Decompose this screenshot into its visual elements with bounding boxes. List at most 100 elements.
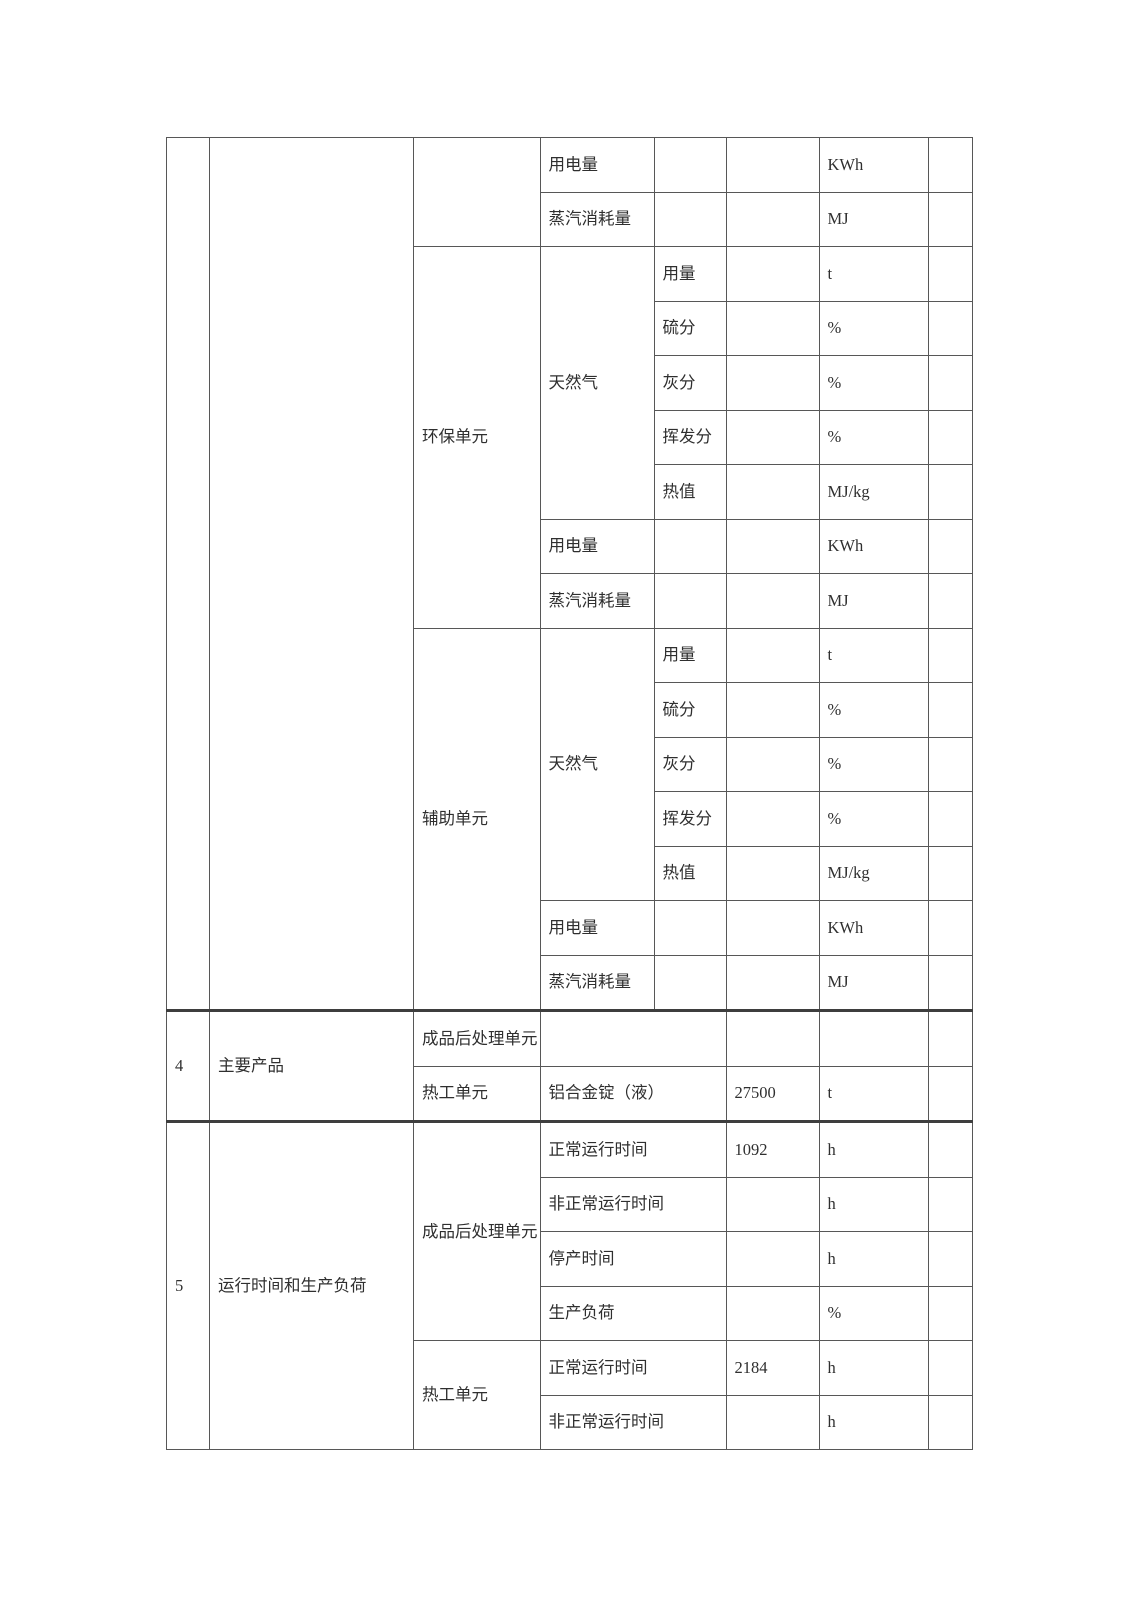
unit-cell [818,1009,929,1067]
remark-cell [927,627,973,683]
remark-cell [927,791,973,847]
table-row: 停产时间 h [167,1231,973,1287]
item-label: 蒸汽消耗量 [539,573,655,629]
unit-cell: MJ/kg [818,464,929,520]
serial-cell-carryover [166,137,210,1011]
remark-cell [927,137,973,193]
table-row: 辅助单元 天然气 用量 t [167,627,973,1011]
attr-cell [653,191,727,247]
unit-cell: t [818,246,929,302]
remark-cell [927,1065,973,1122]
value-cell [725,1394,820,1450]
remark-cell [927,1394,973,1450]
item-label: 用电量 [539,137,655,193]
value-cell [725,1176,820,1232]
value-cell: 1092 [725,1120,820,1178]
remark-cell [927,682,973,738]
value-cell [725,791,820,847]
serial-cell-4: 4 [166,1009,210,1122]
category-cell-carryover [209,137,414,1011]
category-cell-5: 运行时间和生产负荷 [209,1120,414,1450]
table-row: 5 运行时间和生产负荷 成品后处理单元 正常运行时间 1092 h [166,1120,973,1450]
remark-cell [927,1285,973,1341]
table-row: 用电量 KWh [167,900,973,956]
attr-cell [653,900,727,956]
unit-name-cell-aux: 辅助单元 [413,627,541,1011]
table-row: 4 主要产品 成品后处理单元 [166,1009,973,1122]
item-label: 用电量 [539,518,655,574]
production-data-table: 用电量 KWh 蒸汽消耗量 MJ 环保单元 天然气 用量 t [166,137,973,1450]
remark-cell [927,900,973,956]
value-cell [725,900,820,956]
attr-label: 热值 [653,464,727,520]
unit-cell: MJ/kg [818,845,929,901]
item-label: 蒸汽消耗量 [539,191,655,247]
value-cell [725,464,820,520]
unit-cell: KWh [818,900,929,956]
unit-cell: MJ [818,954,929,1011]
attr-label: 硫分 [653,300,727,356]
value-cell [725,627,820,683]
attr-cell [653,137,727,193]
value-cell [725,409,820,465]
attr-label: 生产负荷 [539,1285,727,1341]
unit-cell: t [818,627,929,683]
attr-label: 非正常运行时间 [539,1394,727,1450]
table-row: 挥发分 % [167,409,973,465]
remark-cell [927,409,973,465]
table-row: 蒸汽消耗量 MJ [167,954,973,1011]
value-cell [725,191,820,247]
attr-label: 挥发分 [653,409,727,465]
attr-label: 用量 [653,246,727,302]
unit-cell: % [818,736,929,792]
unit-cell: t [818,1065,929,1122]
table-row: 热工单元 正常运行时间 2184 h [167,1340,973,1450]
table-row: 用电量 KWh [167,518,973,574]
remark-cell [927,300,973,356]
unit-cell: % [818,791,929,847]
value-cell [725,954,820,1011]
value-cell [725,845,820,901]
attr-cell [653,573,727,629]
unit-cell: % [818,1285,929,1341]
remark-cell [927,736,973,792]
unit-cell: % [818,409,929,465]
value-cell [725,1231,820,1287]
unit-cell: KWh [818,518,929,574]
value-cell [725,1285,820,1341]
remark-cell [927,246,973,302]
unit-name-cell-post: 成品后处理单元 [413,1120,541,1341]
value-cell [725,300,820,356]
unit-cell: % [818,682,929,738]
serial-cell-5: 5 [166,1120,210,1450]
unit-cell: % [818,300,929,356]
item-label: 用电量 [539,900,655,956]
value-cell [725,355,820,411]
remark-cell [927,1231,973,1287]
remark-cell [927,845,973,901]
remark-cell [927,464,973,520]
remark-cell [927,1340,973,1396]
value-cell: 27500 [725,1065,820,1122]
value-cell [725,137,820,193]
unit-name-cell-thermal: 热工单元 [413,1340,541,1450]
value-cell [725,1009,820,1067]
fuel-name-cell: 天然气 [539,246,655,520]
value-cell [725,736,820,792]
fuel-name-cell: 天然气 [539,627,655,901]
table-row: 热值 MJ/kg [167,845,973,901]
unit-name-cell-carryover [413,137,541,247]
attr-label: 热值 [653,845,727,901]
item-label: 蒸汽消耗量 [539,954,655,1011]
attr-label: 灰分 [653,355,727,411]
unit-cell: h [818,1120,929,1178]
remark-cell [927,518,973,574]
attr-cell [653,518,727,574]
attr-label: 非正常运行时间 [539,1176,727,1232]
remark-cell [927,1176,973,1232]
unit-cell: MJ [818,191,929,247]
unit-cell: h [818,1340,929,1396]
remark-cell [927,573,973,629]
remark-cell [927,1009,973,1067]
